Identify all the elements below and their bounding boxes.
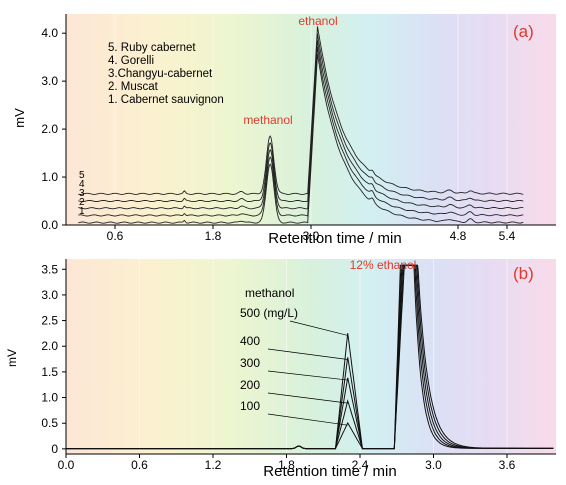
concentration-label: 100 [240,399,260,413]
panel-a-ylabel: mV [12,108,27,128]
panel-a-traces [78,26,524,224]
legend-entry: 4. Gorelli [108,55,154,67]
panel-b-y-ticks: 0 0.5 1.0 1.5 2.0 2.5 3.0 3.5 [41,262,66,456]
panel-b: 0.0 0.6 1.2 1.8 2.4 3.0 3.6 0 0.5 1.0 1.5 2.0 2.5 3.… [5,258,556,480]
ethanol-annotation: 12% ethanol [350,258,417,272]
trace-number-label: 5 [79,170,85,181]
chromatogram-trace [78,26,524,195]
y-tick-label: 3.0 [41,74,58,88]
panel-a-x-ticks: 0.6 1.8 3.0 4.8 5.4 [107,225,516,243]
x-tick-label: 1.8 [278,458,295,472]
y-tick-label: 1.5 [41,365,58,379]
panel-a: 0.6 1.8 3.0 4.8 5.4 0.0 1.0 2.0 3.0 4.0 (a) Rete… [12,14,556,247]
chromatogram-trace [78,33,524,203]
trace-number-label: 2 [79,197,85,208]
leader-line [267,370,348,381]
leader-line [289,320,348,336]
trace-number-label: 3 [79,188,85,199]
leader-line [267,392,348,404]
trace-number-label: 1 [79,206,85,217]
legend-entry: 5. Ruby cabernet [108,42,196,54]
x-tick-label: 3.0 [425,458,442,472]
concentration-label: 200 [240,378,260,392]
chromatogram-trace [78,54,524,224]
panel-a-label: (a) [513,22,534,41]
panel-a-xlabel: Retention time / min [268,230,401,247]
y-tick-label: 3.5 [41,262,58,276]
panel-b-ylabel: mV [5,349,19,367]
panel-b-concentration-labels: 500 (mg/L) 400 300 200 100 [240,306,348,426]
panel-b-background [66,259,556,454]
x-tick-label: 3.6 [499,458,516,472]
trace-number-label: 4 [79,179,85,190]
panel-a-trace-labels: 5 4 3 2 1 [79,170,85,217]
y-tick-label: 2.0 [41,339,58,353]
x-tick-label: 0.0 [58,458,75,472]
y-tick-label: 1.0 [41,391,58,405]
concentration-label: 500 (mg/L) [240,306,298,320]
y-tick-label: 3.0 [41,288,58,302]
x-tick-label: 3.0 [303,229,320,243]
y-tick-label: 1.0 [41,170,58,184]
panel-a-y-ticks: 0.0 1.0 2.0 3.0 4.0 [41,26,66,232]
x-tick-label: 1.2 [205,458,222,472]
methanol-heading: methanol [245,286,294,300]
panel-b-traces [66,264,554,450]
x-tick-label: 5.4 [499,229,516,243]
ethanol-annotation: ethanol [298,14,337,28]
chromatogram-trace [78,40,524,210]
legend-entry: 2. Muscat [108,81,159,93]
concentration-label: 300 [240,356,260,370]
x-tick-label: 4.8 [450,229,467,243]
y-tick-label: 0.0 [41,218,58,232]
leader-line [267,413,348,426]
y-tick-label: 2.0 [41,122,58,136]
x-tick-label: 0.6 [107,229,124,243]
methanol-annotation: methanol [243,113,292,127]
x-tick-label: 2.4 [352,458,369,472]
panel-b-x-ticks: 0.0 0.6 1.2 1.8 2.4 3.0 3.6 [58,454,516,472]
panel-a-legend: 5. Ruby cabernet 4. Gorelli 3.Changyu-ca… [108,42,224,106]
concentration-label: 400 [240,334,260,348]
y-tick-label: 2.5 [41,314,58,328]
panel-b-xlabel: Retention time / min [263,463,396,480]
legend-entry: 3.Changyu-cabernet [108,68,213,80]
x-tick-label: 1.8 [205,229,222,243]
y-tick-label: 4.0 [41,26,58,40]
leader-line [267,348,348,360]
x-tick-label: 0.6 [131,458,148,472]
y-tick-label: 0 [51,442,58,456]
panel-b-label: (b) [513,264,534,283]
calibration-trace [66,264,554,450]
y-tick-label: 0.5 [41,416,58,430]
chromatogram-trace [78,47,524,217]
panel-a-grid-lines [114,14,508,225]
legend-entry: 1. Cabernet sauvignon [108,94,224,106]
